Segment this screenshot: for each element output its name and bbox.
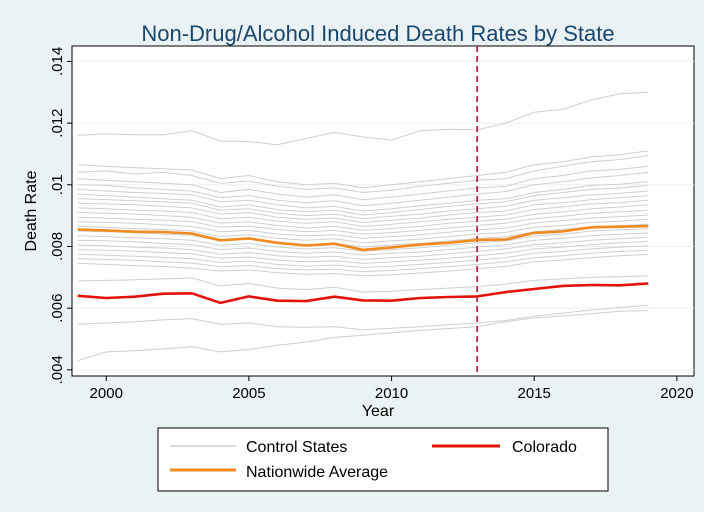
plot-area <box>71 45 695 377</box>
y-axis-ticks: .004 .006 .008 .01 .012 .014 <box>49 47 72 384</box>
control-state-line <box>77 155 649 194</box>
x-tick-label: 2015 <box>518 385 551 402</box>
control-state-line <box>77 184 649 216</box>
control-state-line <box>77 91 649 146</box>
control-state-line <box>77 190 649 220</box>
x-tick-label: 2005 <box>232 385 265 402</box>
control-state-line <box>77 214 649 239</box>
y-tick-label: .014 <box>49 47 66 76</box>
control-state-line <box>77 310 649 362</box>
control-state-line <box>77 254 649 277</box>
x-tick-label: 2020 <box>660 385 693 402</box>
y-tick-label: .01 <box>49 174 66 195</box>
colorado-line <box>77 282 649 305</box>
legend-box <box>157 427 609 492</box>
y-axis-label: Death Rate <box>23 170 40 251</box>
control-state-line <box>77 195 649 223</box>
legend-label-colorado: Colorado <box>512 439 577 456</box>
control-state-line <box>77 218 649 244</box>
legend: Control States Colorado Nationwide Avera… <box>157 427 609 492</box>
control-state-line <box>77 199 649 227</box>
control-state-line <box>77 304 649 331</box>
control-state-line <box>77 171 649 207</box>
legend-label-nationwide-average: Nationwide Average <box>246 464 388 481</box>
control-state-line <box>77 275 649 293</box>
nationwide-average-line <box>77 224 649 252</box>
y-tick-label: .012 <box>49 109 66 138</box>
control-state-line <box>77 181 649 212</box>
control-state-line <box>77 204 649 231</box>
control-state-line <box>77 150 649 189</box>
control-state-line <box>77 165 649 201</box>
control-state-line <box>77 223 649 248</box>
y-tick-label: .004 <box>49 355 66 384</box>
control-state-line <box>77 241 649 264</box>
control-state-line <box>77 232 649 256</box>
control-state-line <box>77 209 649 235</box>
y-tick-label: .008 <box>49 232 66 261</box>
chart-title: Non-Drug/Alcohol Induced Death Rates by … <box>141 21 614 46</box>
control-state-line <box>77 249 649 273</box>
x-axis-label: Year <box>362 403 395 420</box>
x-axis-ticks: 2000 2005 2010 2015 2020 <box>90 376 694 402</box>
control-state-line <box>77 236 649 260</box>
main-series <box>77 224 649 305</box>
legend-label-control-states: Control States <box>246 439 347 456</box>
control-state-line <box>77 245 649 268</box>
x-tick-label: 2010 <box>375 385 408 402</box>
y-tick-label: .006 <box>49 294 66 323</box>
gridlines <box>72 60 694 371</box>
x-tick-label: 2000 <box>90 385 123 402</box>
